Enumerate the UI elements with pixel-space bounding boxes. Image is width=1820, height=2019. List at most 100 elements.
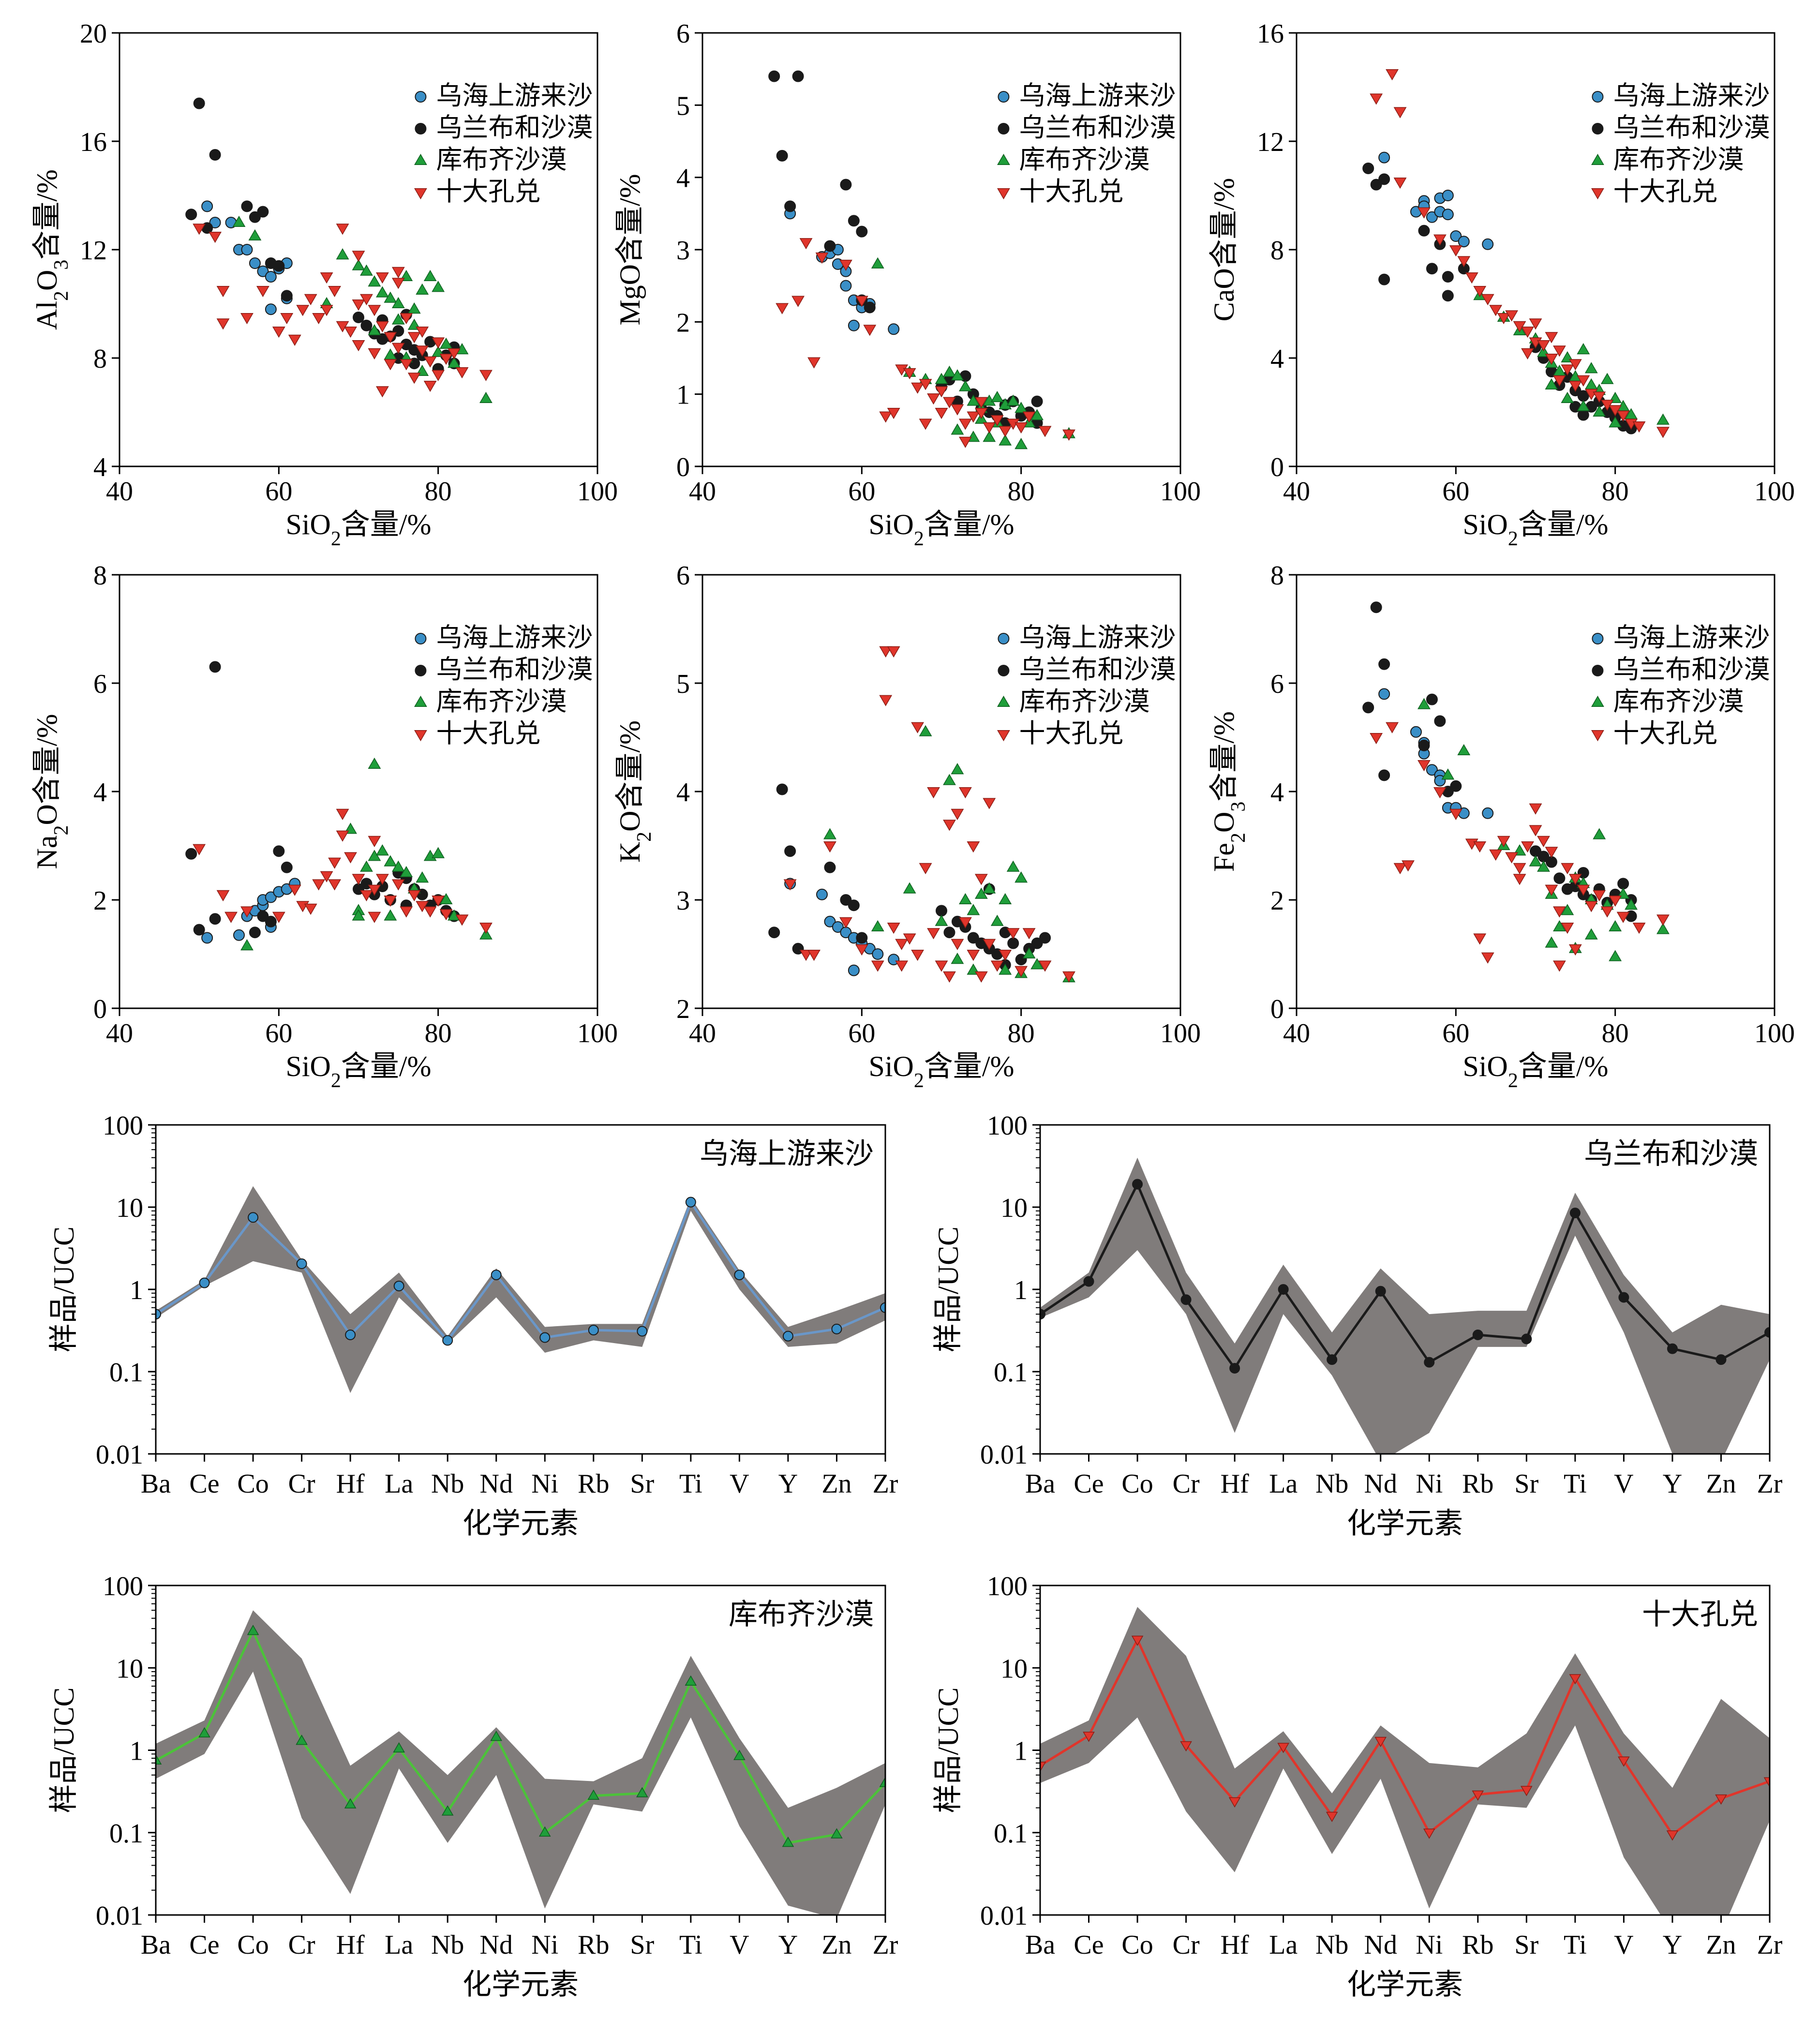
x-tick-label: La bbox=[1269, 1469, 1298, 1499]
x-tick-label: Zn bbox=[1706, 1469, 1736, 1499]
panel-title: 乌兰布和沙漠 bbox=[1584, 1138, 1758, 1170]
point-circle bbox=[1450, 230, 1462, 242]
y-tick-label: 6 bbox=[676, 19, 690, 49]
point-triangle-up bbox=[871, 920, 884, 931]
y-tick-label: 0 bbox=[1270, 994, 1284, 1024]
point-triangle-down bbox=[807, 950, 820, 961]
mean-point-y bbox=[782, 1331, 793, 1342]
x-tick-label: 40 bbox=[689, 1018, 716, 1048]
point-triangle-down bbox=[400, 359, 413, 371]
point-triangle-down bbox=[432, 896, 445, 907]
point-circle bbox=[824, 861, 836, 873]
mean-line bbox=[156, 1628, 885, 1844]
point-triangle-down bbox=[328, 857, 342, 869]
y-tick-label: 1 bbox=[130, 1736, 143, 1766]
point-circle bbox=[776, 783, 788, 795]
y-tick-label: 0.01 bbox=[980, 1440, 1028, 1470]
point-triangle-down bbox=[352, 251, 365, 262]
mean-point-co bbox=[1131, 1635, 1144, 1646]
point-circle bbox=[776, 150, 788, 162]
legend-marker bbox=[998, 123, 1010, 135]
point-triangle-down bbox=[407, 890, 421, 901]
mean-point-ce bbox=[198, 1727, 210, 1737]
point-triangle-down bbox=[999, 426, 1012, 437]
x-tick-label: Ba bbox=[141, 1469, 171, 1499]
point-triangle-down bbox=[1577, 884, 1590, 896]
legend-label: 乌海上游来沙 bbox=[436, 623, 593, 652]
mean-point-la bbox=[1278, 1284, 1289, 1295]
point-triangle-down bbox=[384, 359, 397, 371]
point-triangle-down bbox=[400, 313, 413, 325]
point-triangle-up bbox=[999, 893, 1012, 904]
y-tick-label: 2 bbox=[1270, 886, 1284, 916]
point-triangle-down bbox=[1568, 874, 1582, 885]
y-tick-label: 100 bbox=[987, 1111, 1028, 1141]
legend-label: 库布齐沙漠 bbox=[1019, 687, 1149, 716]
x-axis-label: 化学元素 bbox=[1347, 1969, 1463, 2001]
point-circle bbox=[1031, 395, 1043, 407]
x-tick-label: Ti bbox=[679, 1469, 702, 1499]
point-triangle-down bbox=[336, 808, 349, 820]
point-circle bbox=[1442, 290, 1454, 302]
y-axis-label: Fe2O3含量/% bbox=[1208, 711, 1250, 872]
legend-label: 十大孔兑 bbox=[1613, 177, 1717, 206]
point-triangle-down bbox=[193, 844, 206, 855]
mean-point-zr bbox=[879, 1777, 885, 1787]
point-triangle-up bbox=[1561, 904, 1574, 915]
legend-marker bbox=[414, 188, 427, 200]
point-circle bbox=[848, 964, 860, 976]
point-triangle-up bbox=[999, 434, 1012, 446]
scatter-panel-na2o: 40 60 80 100 0 2 4 6 8 SiO2含量/% Na2O含量/% 乌海上游来沙乌兰布和… bbox=[31, 561, 618, 1092]
point-triangle-down bbox=[224, 912, 238, 923]
x-tick-label: Co bbox=[1121, 1930, 1153, 1960]
point-triangle-down bbox=[416, 327, 429, 338]
point-circle bbox=[1378, 173, 1390, 185]
x-tick-label: Ti bbox=[1564, 1930, 1587, 1960]
point-triangle-down bbox=[391, 267, 405, 278]
mean-point-sr bbox=[637, 1326, 648, 1337]
x-tick-label: V bbox=[730, 1469, 749, 1499]
point-circle bbox=[353, 312, 364, 323]
x-axis-label: SiO2含量/% bbox=[285, 508, 431, 550]
point-triangle-down bbox=[344, 852, 357, 864]
mean-point-hf bbox=[344, 1798, 357, 1809]
x-tick-label: Hf bbox=[336, 1930, 365, 1960]
x-tick-label: 80 bbox=[1008, 1018, 1035, 1048]
legend-marker bbox=[1591, 695, 1604, 707]
point-circle bbox=[792, 70, 804, 82]
point-triangle-down bbox=[911, 950, 925, 961]
point-triangle-up bbox=[935, 914, 948, 926]
plot-area bbox=[156, 1610, 885, 1915]
point-triangle-down bbox=[479, 370, 492, 381]
point-triangle-down bbox=[983, 939, 996, 950]
point-triangle-down bbox=[1600, 906, 1614, 918]
x-tick-label: Ni bbox=[531, 1930, 558, 1960]
point-circle bbox=[1378, 658, 1390, 670]
point-triangle-down bbox=[1561, 863, 1574, 874]
x-tick-label: Ce bbox=[189, 1930, 219, 1960]
y-tick-label: 4 bbox=[93, 452, 107, 482]
x-tick-label: Ba bbox=[1025, 1930, 1055, 1960]
point-triangle-down bbox=[1609, 896, 1622, 907]
x-tick-label: Nb bbox=[431, 1930, 464, 1960]
y-tick-label: 0 bbox=[93, 994, 107, 1024]
legend-marker bbox=[1591, 730, 1604, 742]
y-tick-label: 2 bbox=[676, 994, 690, 1024]
point-circle bbox=[943, 927, 955, 939]
legend-marker bbox=[997, 695, 1010, 707]
point-triangle-down bbox=[943, 397, 956, 408]
x-tick-label: Y bbox=[1663, 1469, 1682, 1499]
point-circle bbox=[360, 319, 373, 331]
point-triangle-up bbox=[958, 380, 972, 391]
point-triangle-down bbox=[783, 879, 797, 891]
point-triangle-down bbox=[1022, 411, 1036, 423]
y-tick-label: 8 bbox=[93, 561, 107, 591]
point-triangle-down bbox=[911, 382, 925, 394]
point-triangle-down bbox=[895, 939, 909, 950]
x-tick-label: 60 bbox=[1442, 1018, 1469, 1048]
legend-marker bbox=[415, 633, 427, 644]
point-triangle-up bbox=[943, 774, 956, 785]
